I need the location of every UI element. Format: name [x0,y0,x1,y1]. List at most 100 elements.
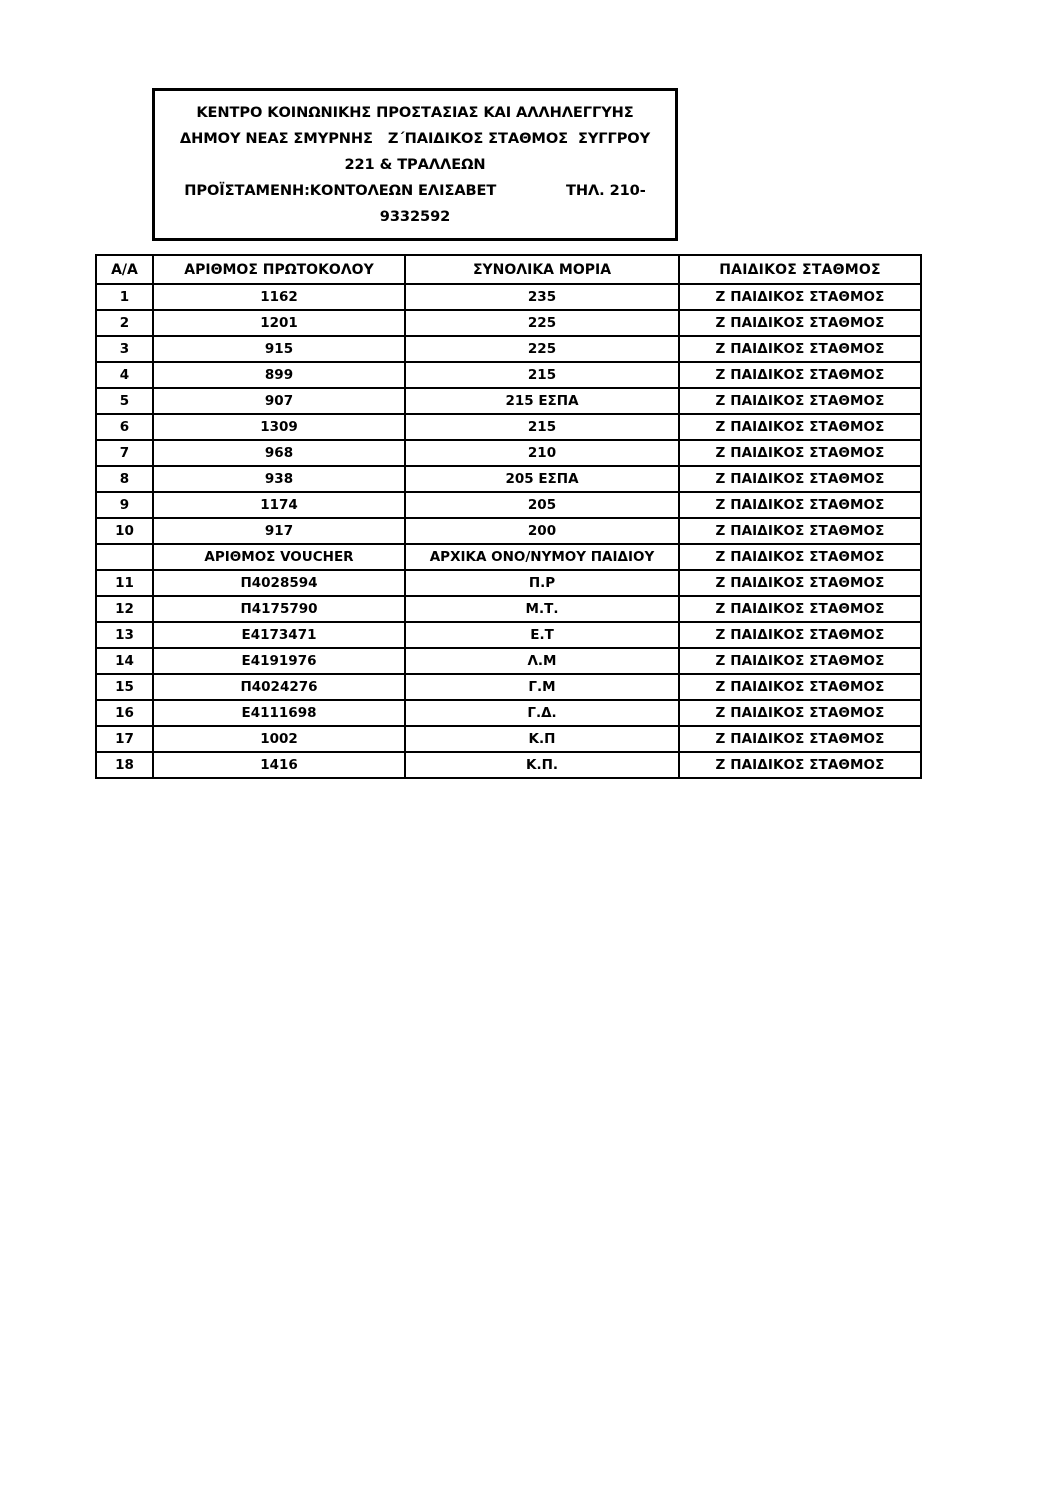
cell-voucher: Ε4111698 [152,699,406,727]
cell-center: Ζ ΠΑΙΔΙΚΟΣ ΣΤΑΘΜΟΣ [678,413,922,441]
cell-aa: 17 [95,725,154,753]
table-row: 11 Π4028594 Π.Ρ Ζ ΠΑΙΔΙΚΟΣ ΣΤΑΘΜΟΣ [95,569,922,597]
table-row: 6 1309 215 Ζ ΠΑΙΔΙΚΟΣ ΣΤΑΘΜΟΣ [95,413,922,441]
cell-protocol: 938 [152,465,406,493]
cell-initials: Ε.Τ [404,621,680,649]
cell-aa: 18 [95,751,154,779]
table-row: 12 Π4175790 Μ.Τ. Ζ ΠΑΙΔΙΚΟΣ ΣΤΑΘΜΟΣ [95,595,922,623]
cell-aa: 2 [95,309,154,337]
cell-aa: 4 [95,361,154,389]
cell-points: 215 ΕΣΠΑ [404,387,680,415]
cell-points: 205 [404,491,680,519]
cell-points: 225 [404,335,680,363]
cell-aa: 14 [95,647,154,675]
applicants-table: Α/Α ΑΡΙΘΜΟΣ ΠΡΩΤΟΚΟΛΟΥ ΣΥΝΟΛΙΚΑ ΜΟΡΙΑ ΠΑ… [95,254,922,779]
cell-points: 215 [404,361,680,389]
cell-center: Ζ ΠΑΙΔΙΚΟΣ ΣΤΑΘΜΟΣ [678,595,922,623]
cell-center: Ζ ΠΑΙΔΙΚΟΣ ΣΤΑΘΜΟΣ [678,465,922,493]
subheader-center: Ζ ΠΑΙΔΙΚΟΣ ΣΤΑΘΜΟΣ [678,543,922,571]
table-row: 2 1201 225 Ζ ΠΑΙΔΙΚΟΣ ΣΤΑΘΜΟΣ [95,309,922,337]
column-header-protocol: ΑΡΙΘΜΟΣ ΠΡΩΤΟΚΟΛΟΥ [152,254,406,285]
table-row: 18 1416 Κ.Π. Ζ ΠΑΙΔΙΚΟΣ ΣΤΑΘΜΟΣ [95,751,922,779]
cell-voucher: Ε4173471 [152,621,406,649]
cell-center: Ζ ΠΑΙΔΙΚΟΣ ΣΤΑΘΜΟΣ [678,673,922,701]
cell-aa: 11 [95,569,154,597]
table-header-row: Α/Α ΑΡΙΘΜΟΣ ΠΡΩΤΟΚΟΛΟΥ ΣΥΝΟΛΙΚΑ ΜΟΡΙΑ ΠΑ… [95,254,922,285]
cell-protocol: 917 [152,517,406,545]
cell-aa: 9 [95,491,154,519]
cell-points: 210 [404,439,680,467]
cell-center: Ζ ΠΑΙΔΙΚΟΣ ΣΤΑΘΜΟΣ [678,751,922,779]
cell-aa: 8 [95,465,154,493]
subheader-initials: ΑΡΧΙΚΑ ΟΝΟ/ΝΥΜΟΥ ΠΑΙΔΙΟΥ [404,543,680,571]
cell-voucher: Π4175790 [152,595,406,623]
letterhead-box: ΚΕΝΤΡΟ ΚΟΙΝΩΝΙΚΗΣ ΠΡΟΣΤΑΣΙΑΣ ΚΑΙ ΑΛΛΗΛΕΓ… [152,88,678,241]
cell-protocol: 1174 [152,491,406,519]
cell-points: 235 [404,283,680,311]
cell-voucher: 1002 [152,725,406,753]
cell-voucher: Π4024276 [152,673,406,701]
table-row: 3 915 225 Ζ ΠΑΙΔΙΚΟΣ ΣΤΑΘΜΟΣ [95,335,922,363]
letterhead-line-4: ΠΡΟΪΣΤΑΜΕΝΗ:ΚΟΝΤΟΛΕΩΝ ΕΛΙΣΑΒΕΤ ΤΗΛ. 210- [184,182,646,199]
cell-protocol: 968 [152,439,406,467]
cell-center: Ζ ΠΑΙΔΙΚΟΣ ΣΤΑΘΜΟΣ [678,491,922,519]
table-row: 10 917 200 Ζ ΠΑΙΔΙΚΟΣ ΣΤΑΘΜΟΣ [95,517,922,545]
cell-protocol: 899 [152,361,406,389]
cell-initials: Γ.Δ. [404,699,680,727]
cell-center: Ζ ΠΑΙΔΙΚΟΣ ΣΤΑΘΜΟΣ [678,621,922,649]
cell-points: 200 [404,517,680,545]
column-header-points: ΣΥΝΟΛΙΚΑ ΜΟΡΙΑ [404,254,680,285]
table-row: 7 968 210 Ζ ΠΑΙΔΙΚΟΣ ΣΤΑΘΜΟΣ [95,439,922,467]
table-row: 1 1162 235 Ζ ΠΑΙΔΙΚΟΣ ΣΤΑΘΜΟΣ [95,283,922,311]
cell-initials: Γ.Μ [404,673,680,701]
cell-center: Ζ ΠΑΙΔΙΚΟΣ ΣΤΑΘΜΟΣ [678,647,922,675]
cell-initials: Π.Ρ [404,569,680,597]
table-row: 15 Π4024276 Γ.Μ Ζ ΠΑΙΔΙΚΟΣ ΣΤΑΘΜΟΣ [95,673,922,701]
column-header-center: ΠΑΙΔΙΚΟΣ ΣΤΑΘΜΟΣ [678,254,922,285]
table-row: 4 899 215 Ζ ΠΑΙΔΙΚΟΣ ΣΤΑΘΜΟΣ [95,361,922,389]
cell-aa: 5 [95,387,154,415]
cell-center: Ζ ΠΑΙΔΙΚΟΣ ΣΤΑΘΜΟΣ [678,569,922,597]
cell-voucher: Π4028594 [152,569,406,597]
cell-protocol: 1162 [152,283,406,311]
table-row: 17 1002 Κ.Π Ζ ΠΑΙΔΙΚΟΣ ΣΤΑΘΜΟΣ [95,725,922,753]
cell-aa: 3 [95,335,154,363]
cell-aa: 16 [95,699,154,727]
cell-aa: 15 [95,673,154,701]
table-body: Α/Α ΑΡΙΘΜΟΣ ΠΡΩΤΟΚΟΛΟΥ ΣΥΝΟΛΙΚΑ ΜΟΡΙΑ ΠΑ… [95,254,922,779]
table-row: 13 Ε4173471 Ε.Τ Ζ ΠΑΙΔΙΚΟΣ ΣΤΑΘΜΟΣ [95,621,922,649]
table-row: 9 1174 205 Ζ ΠΑΙΔΙΚΟΣ ΣΤΑΘΜΟΣ [95,491,922,519]
cell-center: Ζ ΠΑΙΔΙΚΟΣ ΣΤΑΘΜΟΣ [678,309,922,337]
column-header-aa: Α/Α [95,254,154,285]
cell-aa: 13 [95,621,154,649]
table-row: 8 938 205 ΕΣΠΑ Ζ ΠΑΙΔΙΚΟΣ ΣΤΑΘΜΟΣ [95,465,922,493]
cell-protocol: 915 [152,335,406,363]
cell-points: 205 ΕΣΠΑ [404,465,680,493]
cell-voucher: 1416 [152,751,406,779]
subheader-voucher: ΑΡΙΘΜΟΣ VOUCHER [152,543,406,571]
cell-protocol: 1309 [152,413,406,441]
subheader-aa-empty [95,543,154,571]
cell-protocol: 907 [152,387,406,415]
cell-center: Ζ ΠΑΙΔΙΚΟΣ ΣΤΑΘΜΟΣ [678,725,922,753]
cell-center: Ζ ΠΑΙΔΙΚΟΣ ΣΤΑΘΜΟΣ [678,517,922,545]
cell-points: 215 [404,413,680,441]
letterhead-line-1: ΚΕΝΤΡΟ ΚΟΙΝΩΝΙΚΗΣ ΠΡΟΣΤΑΣΙΑΣ ΚΑΙ ΑΛΛΗΛΕΓ… [196,104,634,121]
cell-initials: Κ.Π. [404,751,680,779]
cell-protocol: 1201 [152,309,406,337]
cell-aa: 1 [95,283,154,311]
cell-center: Ζ ΠΑΙΔΙΚΟΣ ΣΤΑΘΜΟΣ [678,439,922,467]
letterhead-line-3: 221 & ΤΡΑΛΛΕΩΝ [344,156,486,173]
cell-center: Ζ ΠΑΙΔΙΚΟΣ ΣΤΑΘΜΟΣ [678,335,922,363]
cell-aa: 10 [95,517,154,545]
cell-initials: Κ.Π [404,725,680,753]
table-subheader-row: ΑΡΙΘΜΟΣ VOUCHER ΑΡΧΙΚΑ ΟΝΟ/ΝΥΜΟΥ ΠΑΙΔΙΟΥ… [95,543,922,571]
cell-aa: 7 [95,439,154,467]
cell-center: Ζ ΠΑΙΔΙΚΟΣ ΣΤΑΘΜΟΣ [678,699,922,727]
cell-voucher: Ε4191976 [152,647,406,675]
cell-aa: 6 [95,413,154,441]
cell-initials: Μ.Τ. [404,595,680,623]
cell-center: Ζ ΠΑΙΔΙΚΟΣ ΣΤΑΘΜΟΣ [678,361,922,389]
table-row: 14 Ε4191976 Λ.Μ Ζ ΠΑΙΔΙΚΟΣ ΣΤΑΘΜΟΣ [95,647,922,675]
